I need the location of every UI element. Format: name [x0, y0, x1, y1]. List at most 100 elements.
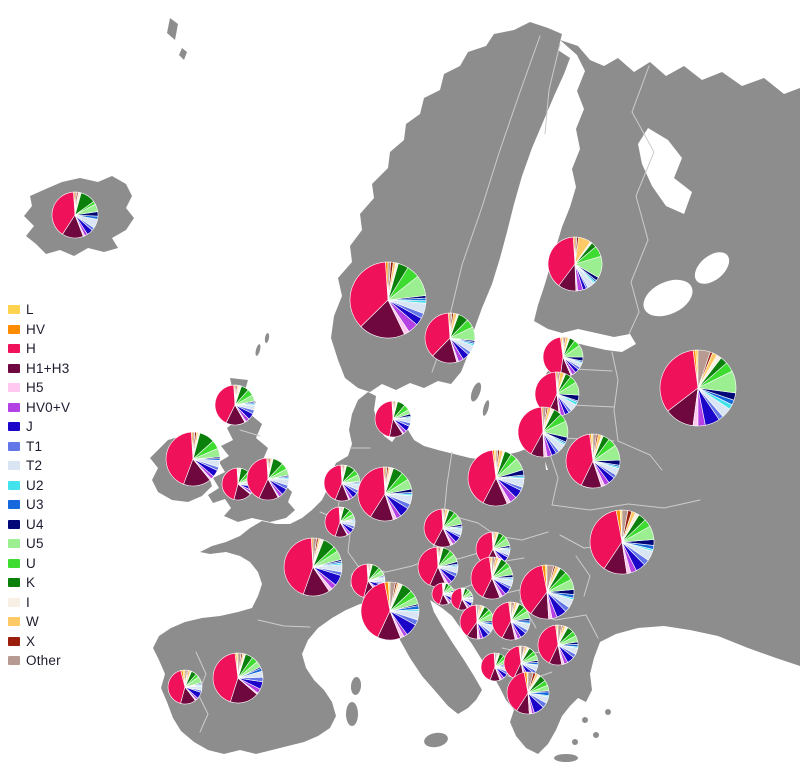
pie-macedonia [503, 645, 539, 681]
pie-slice-Other [527, 671, 534, 694]
pie-portugal [167, 669, 203, 705]
legend-swatch-U3 [8, 500, 20, 510]
legend-item-T2: T2 [8, 456, 70, 476]
pie-bosnia [459, 604, 495, 640]
legend-swatch-H5 [8, 383, 20, 393]
pie-slice-H [467, 449, 497, 504]
legend-label: T1 [26, 438, 43, 454]
pie-ireland [165, 431, 221, 487]
legend-swatch-U [8, 558, 20, 568]
legend-label: H5 [26, 380, 44, 395]
pie-slice-Other [341, 464, 344, 484]
legend-label: J [26, 419, 33, 434]
pie-serbia [491, 601, 531, 641]
pie-slice-H [167, 670, 186, 704]
legend-item-U3: U3 [8, 495, 70, 515]
pie-spain [212, 652, 264, 704]
pie-slice-H [517, 406, 544, 455]
pie-scotland [214, 384, 256, 426]
pie-lithuania [517, 406, 569, 458]
pie-norway [349, 261, 427, 339]
pie-slice-Other [510, 601, 514, 622]
pie-slice-Other [389, 581, 396, 612]
pie-belgium [324, 506, 356, 538]
pie-slice-Other [442, 508, 445, 529]
pie-slice-Other [542, 406, 547, 433]
legend-swatch-T1 [8, 441, 20, 451]
pie-slice-Other [449, 312, 453, 339]
pie-greece [506, 671, 550, 715]
pie-slice-H [547, 236, 576, 286]
pie-slice-Other [592, 433, 597, 462]
legend-label: U [26, 555, 36, 571]
pie-finland [547, 236, 603, 292]
legend-label: H [26, 341, 36, 356]
pie-slice-Other [392, 400, 395, 420]
legend-item-X: X [8, 632, 70, 652]
pie-slice-H [542, 336, 564, 378]
legend-swatch-U4 [8, 519, 20, 529]
legend-swatch-J [8, 422, 20, 432]
pie-slice-Other [237, 467, 240, 485]
legend-swatch-Other [8, 656, 20, 666]
legend-label: H1+H3 [26, 360, 70, 376]
pie-slice-Other [495, 449, 499, 479]
pie-slice-Other [184, 669, 188, 688]
pie-slice-H [246, 457, 269, 499]
pie-slice-H [424, 312, 451, 357]
seas-and-lakes [433, 128, 730, 362]
legend-swatch-HV0V [8, 402, 20, 412]
legend-item-Other: Other [8, 651, 70, 671]
pie-poland [467, 449, 525, 507]
pie-slice-Other [234, 384, 237, 406]
pie-slice-H [423, 508, 444, 546]
pie-latvia [534, 371, 580, 417]
pie-italy [360, 581, 420, 641]
pie-england [246, 457, 290, 501]
pie-slice-Other [574, 236, 578, 265]
pie-slice-H [324, 506, 341, 537]
pie-slice-Other [442, 582, 445, 595]
pie-slice-Other [556, 371, 559, 395]
legend-item-L: L [8, 300, 70, 320]
pie-germany [357, 466, 413, 522]
pie-slice-H [323, 464, 343, 500]
pie-bulgaria [537, 624, 579, 666]
pie-estonia [542, 336, 584, 378]
legend-swatch-I [8, 597, 20, 607]
legend-item-U2: U2 [8, 476, 70, 496]
pie-slice-H [374, 400, 394, 437]
pie-denmark [374, 400, 412, 438]
legend-swatch-T2 [8, 461, 20, 471]
pie-slice-H [480, 652, 496, 681]
legend-item-H5: H5 [8, 378, 70, 398]
pie-slice-H [519, 565, 548, 614]
pie-slice-Other [621, 509, 629, 543]
legend-swatch-X [8, 636, 20, 646]
pie-slice-H [537, 624, 559, 664]
legend-swatch-HV [8, 324, 20, 334]
pie-slice-H [221, 467, 239, 500]
legend-item-H: H [8, 339, 70, 359]
pie-slice-Other [557, 624, 563, 646]
pie-slice-Other [267, 457, 270, 480]
pie-slovenia [431, 582, 455, 606]
pie-slice-H [659, 350, 699, 412]
pie-slice-H [503, 645, 522, 679]
pie-montenegro-albania [480, 652, 510, 682]
pie-slice-H [350, 563, 369, 598]
pie-slice-Other [437, 546, 440, 568]
legend-label: K [26, 575, 36, 590]
haplogroup-pie-charts [51, 191, 737, 715]
legend-swatch-U2 [8, 480, 20, 490]
pie-slice-H [165, 431, 194, 485]
legend-item-W: W [8, 612, 70, 632]
pie-slice-Other [546, 564, 555, 593]
legend-swatch-U5 [8, 539, 20, 549]
legend-swatch-H [8, 344, 20, 354]
legend-label: Other [26, 653, 61, 668]
legend-swatch-W [8, 617, 20, 627]
pie-slice-Other [562, 336, 565, 358]
